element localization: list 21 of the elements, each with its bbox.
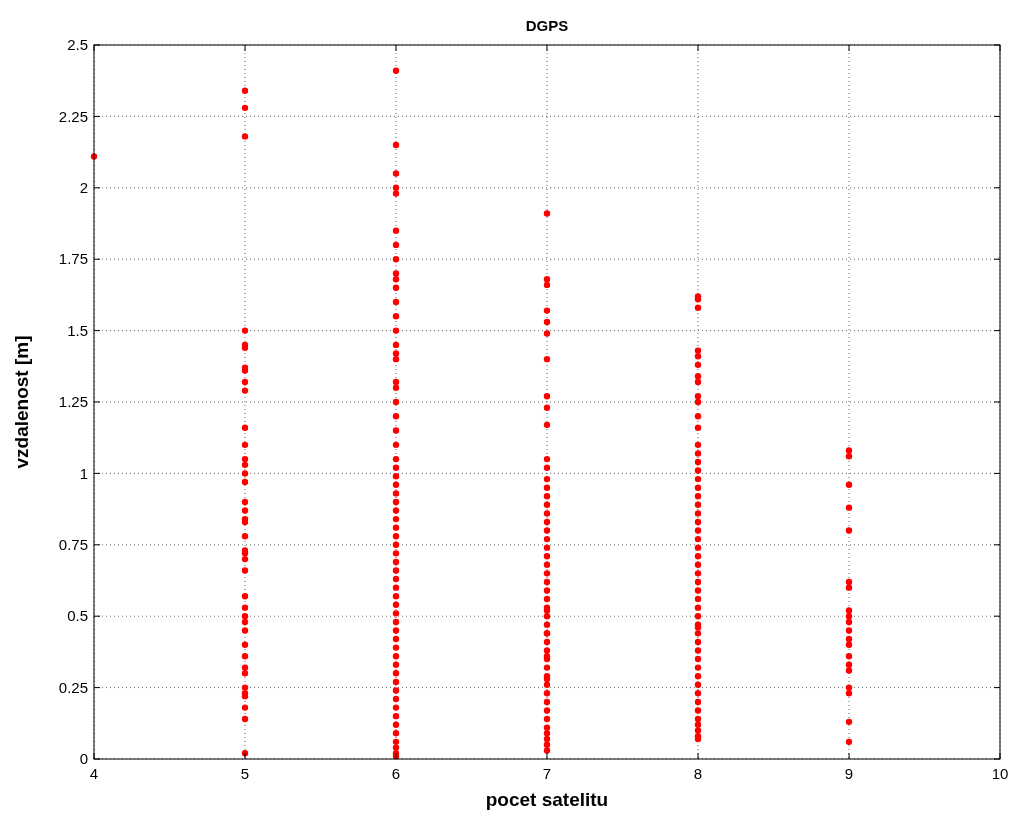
y-tick-label: 0.25 (58, 678, 88, 696)
x-tick-label: 5 (240, 765, 250, 782)
y-tick-label: 0 (79, 750, 88, 768)
y-tick-label: 0.5 (67, 607, 88, 625)
y-tick-label: 2 (79, 179, 88, 197)
x-tick-label: 8 (693, 765, 703, 782)
y-tick-label: 0.75 (58, 536, 88, 554)
y-tick-label: 1.75 (58, 250, 88, 268)
y-tick-label: 2.25 (58, 107, 88, 125)
y-tick-label: 2.5 (67, 36, 88, 54)
x-tick-label: 4 (89, 765, 99, 782)
y-axis-title: vzdalenost [m] (11, 335, 32, 469)
x-tick-label: 10 (991, 765, 1009, 782)
y-tick-label: 1.25 (58, 393, 88, 411)
chart-title: DGPS (525, 17, 569, 34)
x-tick-label: 9 (844, 765, 854, 782)
x-tick-label: 7 (542, 765, 552, 782)
y-tick-label: 1 (79, 464, 88, 482)
x-tick-label: 6 (391, 765, 401, 782)
x-axis-title: pocet satelitu (485, 789, 609, 810)
y-tick-label: 1.5 (67, 321, 88, 339)
